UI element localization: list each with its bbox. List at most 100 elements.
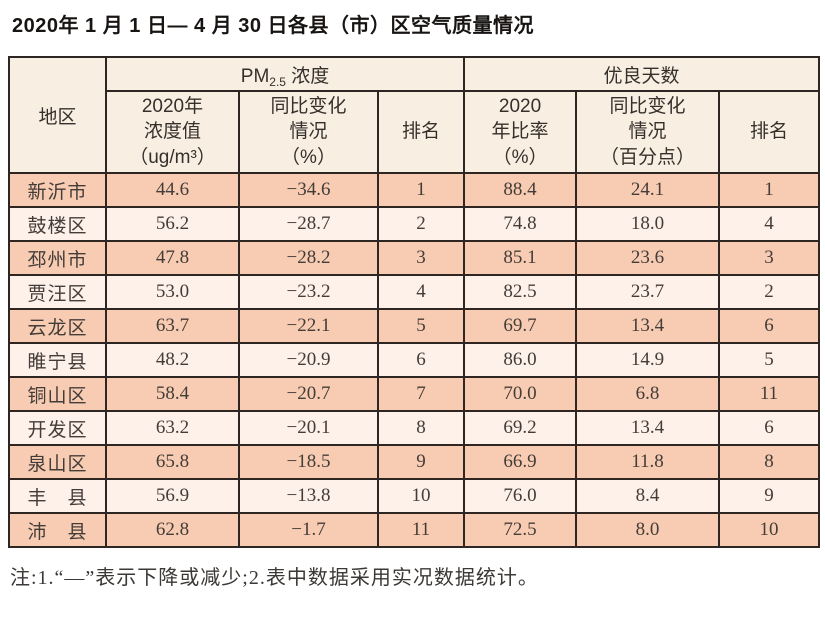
region-cell: 新沂市 — [8, 172, 107, 208]
pm-change-cell: −34.6 — [238, 172, 379, 208]
good-days-rank-cell: 6 — [718, 308, 821, 344]
good-days-ratio-cell: 74.8 — [463, 206, 578, 242]
good-days-rank-cell: 8 — [718, 444, 821, 480]
good-days-rank-cell: 10 — [718, 512, 821, 548]
good-days-ratio-cell: 85.1 — [463, 240, 578, 276]
pm-value-cell: 63.7 — [105, 308, 240, 344]
pm-change-cell: −28.2 — [238, 240, 379, 276]
pm-rank-cell: 5 — [376, 308, 466, 344]
table-row: 丰 县 56.9 −13.8 10 76.0 8.4 9 — [8, 478, 821, 514]
good-days-ratio-cell: 72.5 — [463, 512, 578, 548]
pm-value-cell: 62.8 — [105, 512, 240, 548]
good-days-change-cell: 18.0 — [575, 206, 721, 242]
table-body: 新沂市 44.6 −34.6 1 88.4 24.1 1 鼓楼区 56.2 −2… — [8, 172, 821, 548]
pm-rank-cell: 2 — [376, 206, 466, 242]
pm-value-cell: 53.0 — [105, 274, 240, 310]
pm-value-cell: 48.2 — [105, 342, 240, 378]
pm-rank-cell: 6 — [376, 342, 466, 378]
page: 2020年 1 月 1 日— 4 月 30 日各县（市）区空气质量情况 地区 P… — [8, 15, 821, 589]
good-days-ratio-cell: 66.9 — [463, 444, 578, 480]
pm-change-cell: −13.8 — [238, 478, 379, 514]
pm-value-cell: 63.2 — [105, 410, 240, 446]
region-cell: 邳州市 — [8, 240, 107, 276]
table-row: 沛 县 62.8 −1.7 11 72.5 8.0 10 — [8, 512, 821, 548]
pm-value-cell: 56.2 — [105, 206, 240, 242]
pm25-label-suffix: 浓度 — [285, 65, 330, 87]
good-days-change-cell: 23.6 — [575, 240, 721, 276]
col-header-pm-value: 2020年 浓度值 （ug/m³） — [105, 90, 240, 174]
good-days-ratio-cell: 82.5 — [463, 274, 578, 310]
pm-rank-cell: 3 — [376, 240, 466, 276]
table-row: 开发区 63.2 −20.1 8 69.2 13.4 6 — [8, 410, 821, 446]
pm-rank-cell: 8 — [376, 410, 466, 446]
good-days-ratio-cell: 69.2 — [463, 410, 578, 446]
footnote: 注:1.“—”表示下降或减少;2.表中数据采用实况数据统计。 — [10, 567, 539, 589]
col-group-good-days: 优良天数 — [463, 56, 821, 92]
pm-rank-cell: 9 — [376, 444, 466, 480]
good-days-ratio-cell: 88.4 — [463, 172, 578, 208]
col-group-pm25: PM2.5 浓度 — [104, 56, 466, 92]
pm-rank-cell: 4 — [376, 274, 466, 310]
col-header-region: 地区 — [8, 56, 107, 174]
pm-change-cell: −28.7 — [238, 206, 379, 242]
good-days-change-cell: 11.8 — [575, 444, 721, 480]
good-days-change-cell: 8.4 — [575, 478, 721, 514]
good-days-ratio-cell: 86.0 — [463, 342, 578, 378]
region-cell: 睢宁县 — [8, 342, 107, 378]
pm25-label-prefix: PM — [240, 65, 270, 87]
good-days-change-cell: 23.7 — [575, 274, 721, 310]
table-row: 贾汪区 53.0 −23.2 4 82.5 23.7 2 — [8, 274, 821, 310]
col-header-good-ratio: 2020 年比率 （%） — [463, 90, 578, 174]
pm-rank-cell: 1 — [376, 172, 466, 208]
pm-value-cell: 47.8 — [105, 240, 240, 276]
sub-header-row: 2020年 浓度值 （ug/m³） 同比变化 情况 （%） 排名 2020 年比… — [9, 90, 821, 174]
good-days-rank-cell: 2 — [718, 274, 821, 310]
pm-change-cell: −20.9 — [238, 342, 379, 378]
pm-rank-cell: 11 — [376, 512, 466, 548]
good-days-change-cell: 6.8 — [575, 376, 721, 412]
region-cell: 丰 县 — [8, 478, 107, 514]
good-days-rank-cell: 6 — [718, 410, 821, 446]
col-header-pm-change: 同比变化 情况 （%） — [238, 90, 379, 174]
table-row: 鼓楼区 56.2 −28.7 2 74.8 18.0 4 — [8, 206, 821, 242]
good-days-rank-cell: 9 — [718, 478, 821, 514]
pm-change-cell: −1.7 — [238, 512, 379, 548]
pm-change-cell: −23.2 — [238, 274, 379, 310]
good-days-ratio-cell: 70.0 — [463, 376, 578, 412]
good-days-rank-cell: 5 — [718, 342, 821, 378]
good-days-rank-cell: 1 — [718, 172, 821, 208]
good-days-change-cell: 24.1 — [575, 172, 721, 208]
page-title: 2020年 1 月 1 日— 4 月 30 日各县（市）区空气质量情况 — [12, 15, 535, 37]
col-header-pm-rank: 排名 — [376, 90, 466, 174]
region-cell: 沛 县 — [8, 512, 107, 548]
good-days-change-cell: 13.4 — [575, 308, 721, 344]
good-days-rank-cell: 11 — [718, 376, 821, 412]
table-row: 铜山区 58.4 −20.7 7 70.0 6.8 11 — [8, 376, 821, 412]
table-header: 地区 PM2.5 浓度 优良天数 2020年 浓度值 （ug/m³） 同比变化 … — [8, 56, 821, 174]
pm-change-cell: −20.7 — [238, 376, 379, 412]
good-days-rank-cell: 3 — [718, 240, 821, 276]
good-days-change-cell: 8.0 — [575, 512, 721, 548]
good-days-ratio-cell: 69.7 — [463, 308, 578, 344]
pm25-label-subscript: 2.5 — [269, 74, 286, 89]
good-days-change-cell: 13.4 — [575, 410, 721, 446]
col-header-good-change: 同比变化 情况 （百分点） — [575, 90, 721, 174]
group-header-row: 地区 PM2.5 浓度 优良天数 — [8, 56, 821, 174]
good-days-change-cell: 14.9 — [575, 342, 721, 378]
region-cell: 铜山区 — [8, 376, 107, 412]
pm-rank-cell: 7 — [376, 376, 466, 412]
pm-value-cell: 56.9 — [105, 478, 240, 514]
pm-value-cell: 65.8 — [105, 444, 240, 480]
region-cell: 泉山区 — [8, 444, 107, 480]
pm-value-cell: 58.4 — [105, 376, 240, 412]
pm-change-cell: −18.5 — [238, 444, 379, 480]
region-cell: 鼓楼区 — [8, 206, 107, 242]
table-row: 睢宁县 48.2 −20.9 6 86.0 14.9 5 — [8, 342, 821, 378]
air-quality-table: 地区 PM2.5 浓度 优良天数 2020年 浓度值 （ug/m³） 同比变化 … — [8, 56, 821, 548]
table-row: 泉山区 65.8 −18.5 9 66.9 11.8 8 — [8, 444, 821, 480]
region-cell: 云龙区 — [8, 308, 107, 344]
pm-rank-cell: 10 — [376, 478, 466, 514]
region-cell: 贾汪区 — [8, 274, 107, 310]
pm-change-cell: −20.1 — [238, 410, 379, 446]
table-row: 邳州市 47.8 −28.2 3 85.1 23.6 3 — [8, 240, 821, 276]
